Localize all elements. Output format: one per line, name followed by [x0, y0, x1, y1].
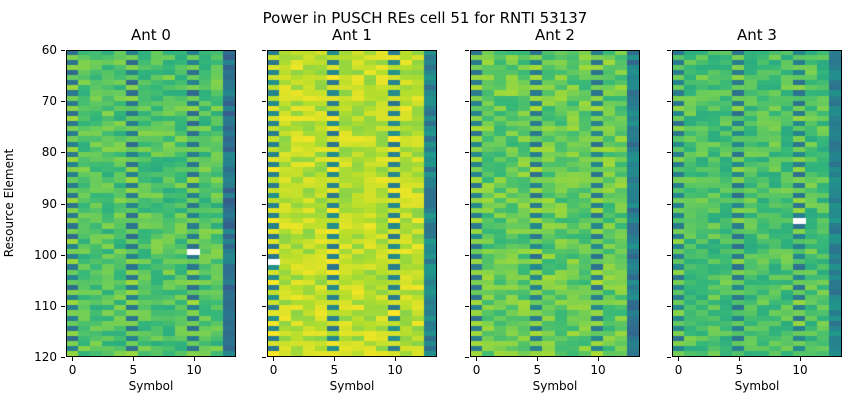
x-tick-label: 0	[674, 363, 683, 377]
axes-frame	[672, 50, 842, 357]
y-tick	[667, 50, 671, 51]
y-tick-label: 60	[41, 43, 57, 57]
y-tick	[667, 152, 671, 154]
heatmap-panel-ant-0: Ant 0 Symbol 0 5 10 60 70 80 90 100 110 120	[34, 26, 236, 393]
y-tick	[61, 357, 65, 358]
y-tick	[262, 305, 266, 307]
x-tick-label: 10	[186, 363, 202, 377]
heatmap-canvas	[66, 50, 236, 357]
heatmap-panel-ant-2: Ant 2 Symbol 0 5 10	[465, 26, 640, 393]
x-tick-label: 5	[735, 363, 744, 377]
heatmap-panel-ant-1: Ant 1 Symbol 0 5 10	[262, 26, 437, 393]
y-tick	[465, 50, 469, 51]
x-tick-label: 10	[792, 363, 808, 377]
heatmap-canvas	[672, 50, 842, 357]
y-tick	[667, 357, 671, 358]
x-tick-label: 5	[129, 363, 138, 377]
y-tick-label: 100	[34, 247, 57, 262]
x-tick-label: 0	[472, 363, 481, 377]
y-tick	[262, 254, 266, 256]
x-tick-label: 0	[68, 363, 77, 377]
panel-title: Ant 1	[332, 26, 372, 44]
x-tick-label: 5	[533, 363, 542, 377]
y-tick	[61, 254, 65, 256]
x-axis-label: Symbol	[734, 379, 780, 393]
x-axis-label: Symbol	[532, 379, 578, 393]
x-tick	[476, 357, 478, 361]
x-tick	[536, 357, 538, 361]
axes-frame	[66, 50, 236, 357]
y-tick	[262, 50, 266, 51]
y-tick	[61, 203, 65, 205]
y-tick-label: 70	[41, 94, 57, 109]
axes-frame	[470, 50, 640, 357]
y-tick	[61, 152, 65, 154]
y-tick	[465, 357, 469, 358]
y-tick	[61, 101, 65, 103]
x-tick	[738, 357, 740, 361]
y-tick	[262, 152, 266, 154]
x-tick	[597, 357, 599, 361]
y-tick	[667, 254, 671, 256]
y-tick	[465, 101, 469, 103]
y-tick	[667, 101, 671, 103]
heatmap-panel-ant-3: Ant 3 Symbol 0 5 10	[667, 26, 842, 393]
chart-title: Power in PUSCH REs cell 51 for RNTI 5313…	[262, 9, 588, 27]
y-tick	[262, 101, 266, 103]
y-tick	[262, 357, 266, 358]
x-tick-label: 10	[590, 363, 606, 377]
y-tick	[465, 203, 469, 205]
y-tick	[61, 305, 65, 307]
y-tick-label: 120	[34, 350, 57, 364]
x-tick	[678, 357, 680, 361]
panel-title: Ant 0	[131, 26, 171, 44]
y-tick	[667, 305, 671, 307]
y-tick	[465, 254, 469, 256]
x-axis-label: Symbol	[128, 379, 174, 393]
heatmap-canvas	[470, 50, 640, 357]
y-tick	[61, 50, 65, 51]
y-tick	[667, 203, 671, 205]
y-tick	[465, 152, 469, 154]
x-axis-label: Symbol	[329, 379, 375, 393]
axes-frame	[267, 50, 437, 357]
y-tick	[465, 305, 469, 307]
y-axis-label: Resource Element	[2, 148, 16, 258]
panel-title: Ant 3	[737, 26, 777, 44]
x-tick-label: 5	[330, 363, 339, 377]
y-tick-label: 80	[41, 145, 57, 160]
y-tick-label: 90	[41, 196, 57, 211]
x-tick-label: 0	[269, 363, 278, 377]
x-tick	[394, 357, 396, 361]
x-tick	[132, 357, 134, 361]
x-tick	[799, 357, 801, 361]
x-tick-label: 10	[387, 363, 403, 377]
x-tick	[273, 357, 275, 361]
heatmap-canvas	[267, 50, 437, 357]
y-tick-label: 110	[34, 298, 57, 313]
panel-title: Ant 2	[535, 26, 575, 44]
x-tick	[193, 357, 195, 361]
y-tick	[262, 203, 266, 205]
x-tick	[333, 357, 335, 361]
x-tick	[72, 357, 74, 361]
